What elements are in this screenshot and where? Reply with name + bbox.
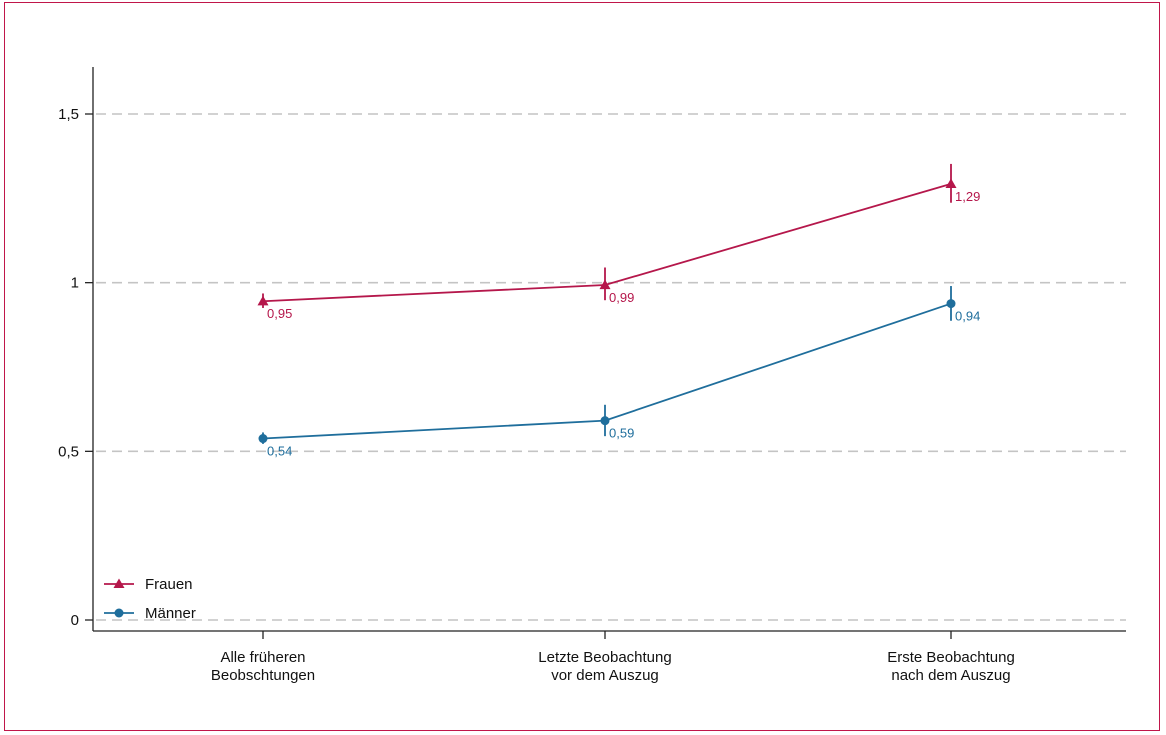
triangle-marker bbox=[599, 279, 611, 290]
data-label: 0,94 bbox=[955, 309, 980, 324]
triangle-marker bbox=[257, 295, 269, 306]
x-tick-label: Letzte Beobachtung bbox=[538, 649, 671, 666]
legend-item-frauen: Frauen bbox=[104, 576, 193, 593]
x-tick-label: Alle früheren bbox=[220, 649, 305, 666]
triangle-marker bbox=[945, 178, 957, 188]
data-label: 0,54 bbox=[267, 444, 292, 459]
y-ticks: 0 0,5 1 1,5 bbox=[58, 106, 93, 629]
legend-label: Frauen bbox=[145, 576, 193, 593]
y-tick-label: 0,5 bbox=[58, 443, 79, 460]
y-tick-label: 1 bbox=[71, 275, 79, 292]
legend-circle-marker bbox=[114, 608, 124, 618]
y-tick-label: 1,5 bbox=[58, 106, 79, 123]
series-frauen: 0,95 0,99 1,29 bbox=[257, 163, 980, 321]
axes bbox=[92, 67, 1126, 632]
circle-marker bbox=[258, 434, 268, 444]
chart-frame bbox=[4, 2, 1160, 731]
series-group: 0,95 0,99 1,29 0,54 0,59 0,94 bbox=[257, 163, 980, 459]
legend-triangle-marker bbox=[113, 578, 125, 588]
circle-marker bbox=[946, 299, 956, 309]
x-tick-label: vor dem Auszug bbox=[551, 667, 659, 684]
series-männer: 0,54 0,59 0,94 bbox=[258, 286, 980, 459]
x-tick-label: Beobschtungen bbox=[211, 667, 315, 684]
legend: Frauen Männer bbox=[104, 576, 196, 622]
y-tick-label: 0 bbox=[71, 612, 79, 629]
legend-item-männer: Männer bbox=[104, 605, 196, 622]
circle-marker bbox=[600, 416, 610, 426]
legend-label: Männer bbox=[145, 605, 196, 622]
data-label: 0,99 bbox=[609, 290, 634, 305]
x-tick-label: nach dem Auszug bbox=[891, 667, 1010, 684]
data-label: 0,59 bbox=[609, 426, 634, 441]
x-tick-label: Erste Beobachtung bbox=[887, 649, 1015, 666]
data-label: 1,29 bbox=[955, 189, 980, 204]
data-label: 0,95 bbox=[267, 306, 292, 321]
